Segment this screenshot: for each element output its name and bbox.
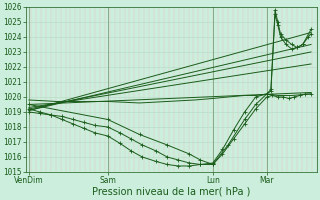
X-axis label: Pression niveau de la mer( hPa ): Pression niveau de la mer( hPa ) xyxy=(92,187,251,197)
